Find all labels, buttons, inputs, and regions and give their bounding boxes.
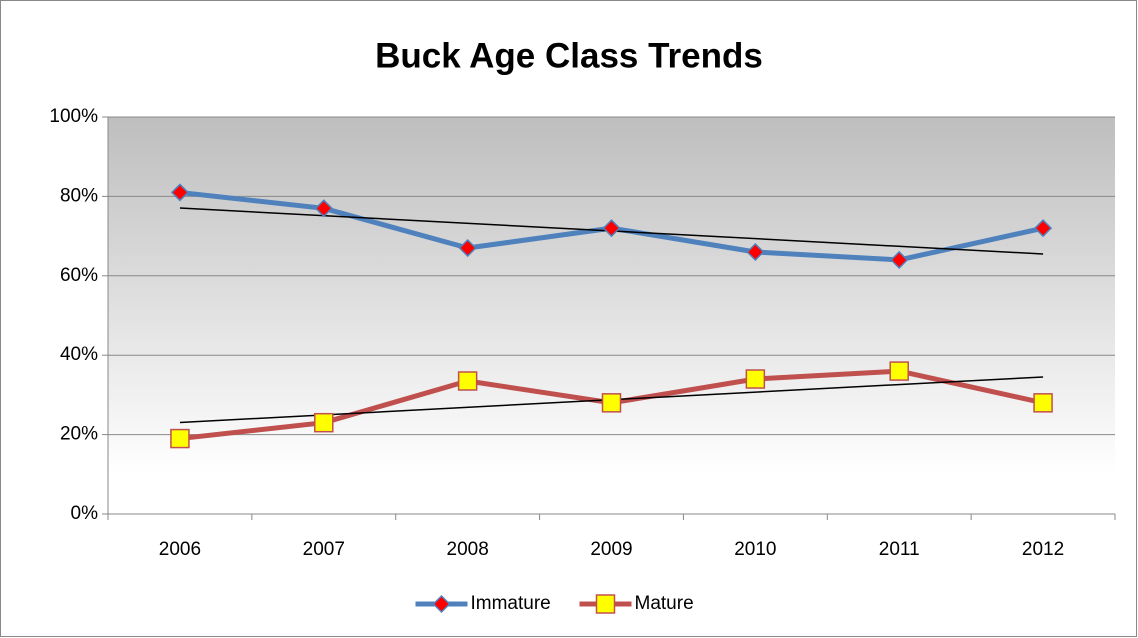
marker (889, 361, 909, 381)
x-tick-label: 2008 (447, 539, 489, 560)
x-tick-label: 2007 (303, 539, 345, 560)
marker (1033, 393, 1053, 413)
marker (602, 219, 621, 238)
marker (432, 594, 451, 614)
marker (170, 183, 189, 202)
chart-title: Buck Age Class Trends (375, 36, 763, 75)
y-tick-label: 0% (71, 503, 99, 524)
y-tick-label: 80% (60, 185, 98, 206)
y-tick-label: 100% (49, 106, 98, 127)
marker (457, 371, 478, 391)
legend-label: Mature (635, 593, 694, 614)
x-tick-label: 2009 (590, 539, 632, 560)
marker (1034, 219, 1053, 238)
x-tick-label: 2012 (1022, 539, 1064, 560)
legend-label: Immature (471, 593, 551, 614)
plot-area (108, 117, 1115, 514)
marker (890, 250, 909, 269)
x-tick-label: 2006 (159, 539, 201, 560)
marker (746, 242, 765, 262)
marker (458, 238, 477, 258)
x-tick-label: 2011 (879, 539, 920, 560)
marker (170, 428, 190, 449)
y-tick-label: 20% (60, 424, 98, 445)
y-tick-label: 60% (60, 265, 98, 286)
marker (314, 199, 333, 218)
marker (314, 412, 334, 433)
x-tick-label: 2010 (734, 539, 776, 560)
y-tick-label: 40% (60, 344, 98, 365)
marker (595, 594, 616, 614)
marker (745, 369, 766, 389)
marker (601, 393, 622, 413)
